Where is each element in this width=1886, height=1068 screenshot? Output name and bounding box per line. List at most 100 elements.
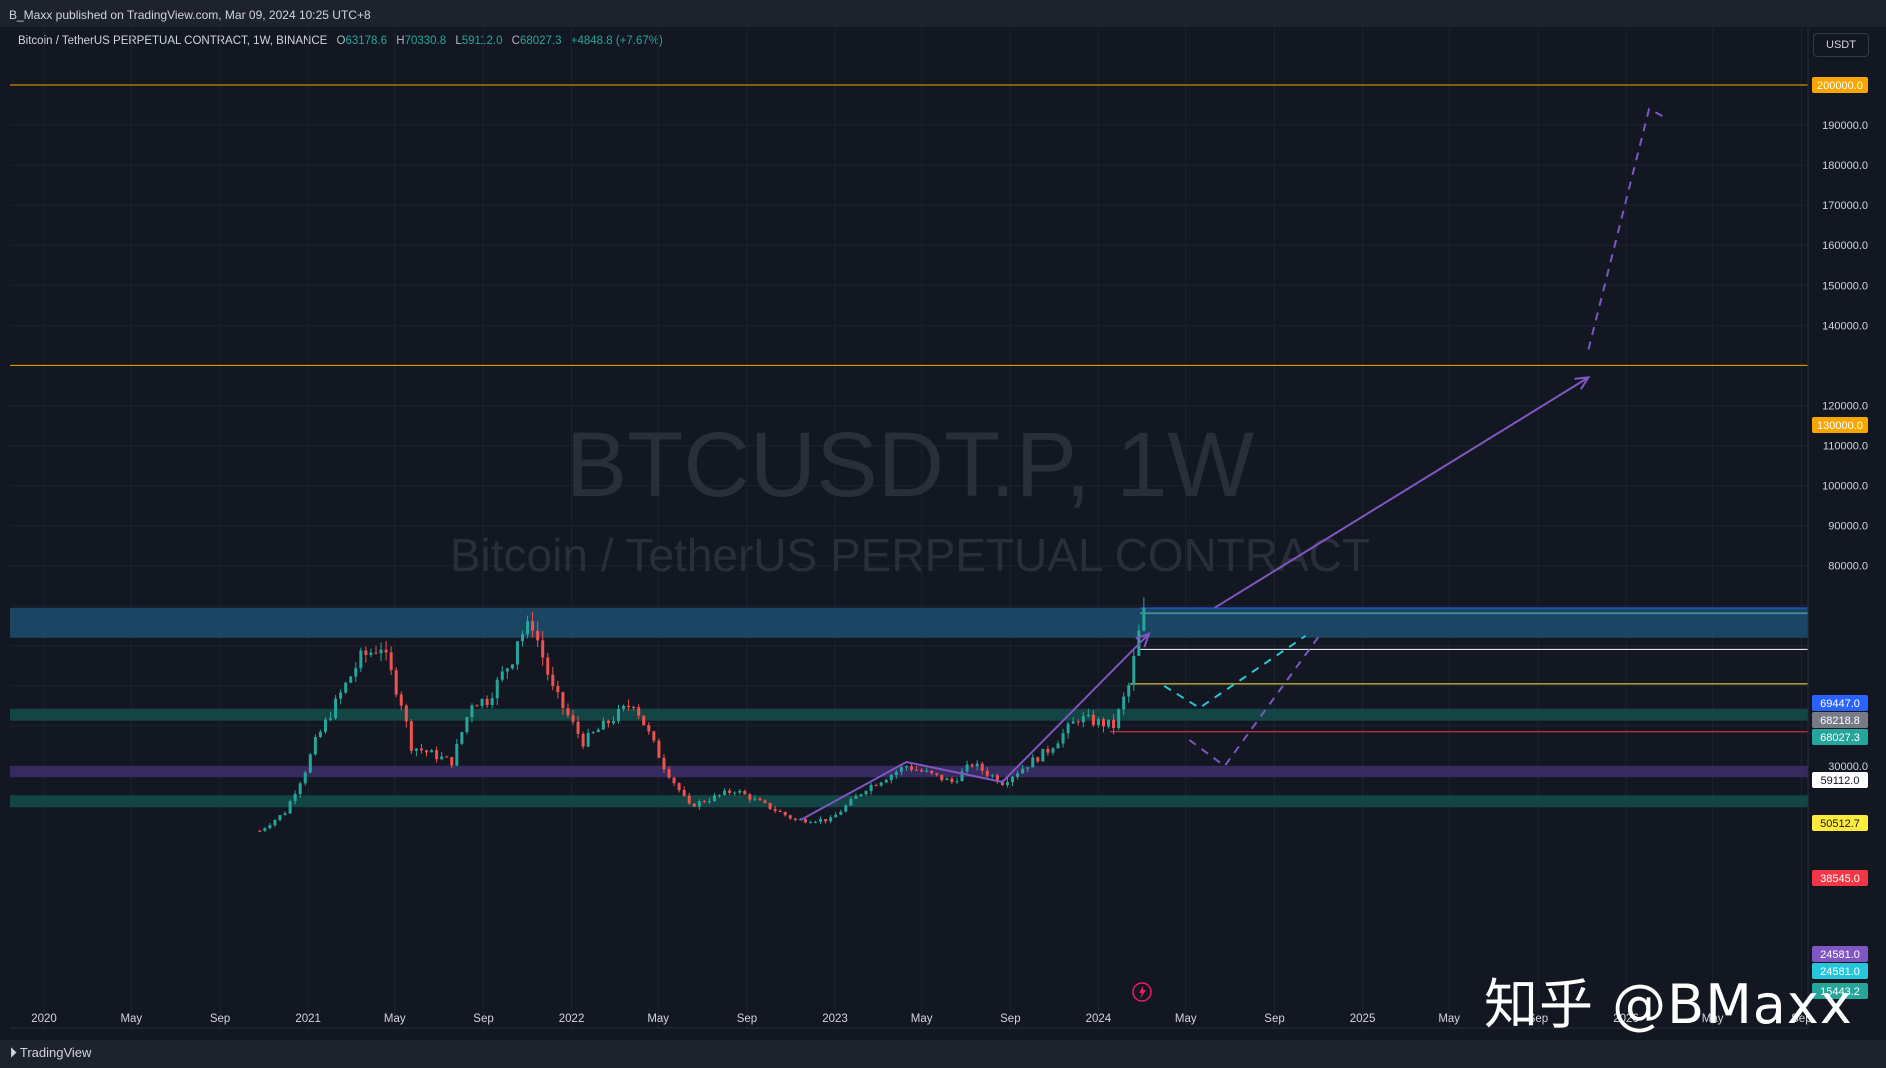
candle-body [672,777,676,784]
candle [935,772,939,777]
candle-body [303,772,307,784]
candle-body [1021,768,1025,774]
candle-body [712,795,716,802]
candle [773,805,777,814]
y-tick-label: 80000.0 [1828,561,1868,573]
y-tick-label: 110000.0 [1823,441,1868,453]
symbol-legend[interactable]: Bitcoin / TetherUS PERPETUAL CONTRACT, 1… [18,35,663,47]
candle-body [323,719,327,732]
tradingview-logo[interactable]: ⏵ TradingView [10,1045,92,1060]
candle-body [1066,723,1070,734]
candle-body [1117,709,1121,729]
candle-body [384,649,388,653]
candle [369,648,373,658]
candle [1122,692,1126,716]
price-label-bg [1812,983,1868,999]
candle [435,746,439,763]
candle [990,773,994,779]
price-label: 200000.0 [1812,77,1868,93]
price-chart[interactable]: BTCUSDT.P, 1W Bitcoin / TetherUS PERPETU… [0,28,1876,1040]
candle [808,820,812,824]
candle [642,715,646,726]
candle [768,802,772,811]
candle [480,698,484,709]
candle [581,731,585,750]
candle [485,695,489,709]
candle-body [1005,782,1009,786]
candle-body [1031,757,1035,768]
candle [526,615,530,639]
candle-body [490,698,494,706]
candle [647,722,651,735]
candle-body [960,771,964,782]
candle-body [1061,733,1065,744]
candle-body [950,778,954,783]
low-label: L [455,35,462,47]
candle [712,792,716,802]
candle-body [627,705,631,707]
price-label-bg [1812,946,1868,962]
candle-body [440,756,444,760]
candle [313,734,317,756]
candle [662,754,666,774]
candle [450,756,454,769]
candle [718,794,722,798]
candle-body [435,750,439,760]
candle-body [879,782,883,786]
x-tick-label: 2020 [31,1013,57,1025]
candle-body [430,750,434,753]
candle-body [455,743,459,766]
lightning-icon[interactable] [1132,982,1152,1002]
publisher-bar: B_Maxx published on TradingView.com, Mar… [0,0,1886,27]
candle [970,763,974,769]
candle [1016,770,1020,780]
candle [783,811,787,817]
candle [263,827,267,833]
candle-body [500,671,504,680]
candle-body [268,825,272,829]
candle-body [682,790,686,796]
candle-body [808,822,812,824]
high-label: H [396,35,405,47]
candle [551,666,555,691]
y-tick-label: 160000.0 [1822,240,1868,252]
candle-body [470,705,474,718]
candle [430,748,434,753]
candle [1071,716,1075,724]
candle [803,817,807,824]
candle-body [657,740,661,758]
candle-body [1081,716,1085,723]
candle [389,646,393,675]
candle-body [1086,714,1090,717]
candle-body [364,650,368,655]
candle [849,796,853,806]
candle-body [788,815,792,819]
candle [425,749,429,757]
candle-body [985,770,989,776]
candle [1051,747,1055,756]
candle [611,716,615,726]
candle [1021,764,1025,774]
price-label: 69447.0 [1812,695,1868,711]
candle [667,766,671,779]
candle-body [369,652,373,655]
candle-body [632,706,636,708]
price-label-bg [1812,695,1868,711]
candle [874,783,878,787]
candle-body [339,692,343,699]
candle [985,767,989,779]
candle [414,748,418,757]
price-label-bg [1812,712,1868,728]
y-tick-label: 190000.0 [1822,120,1868,132]
candle [1112,714,1116,735]
candle-body [728,790,732,793]
x-tick-label: May [911,1013,933,1025]
candle-body [329,718,333,720]
currency-button[interactable]: USDT [1813,33,1869,57]
candle-body [854,795,858,799]
candle [778,809,782,813]
support-resistance-zones [10,607,1808,808]
x-tick-label: May [647,1013,669,1025]
x-tick-label: 2024 [1086,1013,1112,1025]
candle-body [834,814,838,818]
